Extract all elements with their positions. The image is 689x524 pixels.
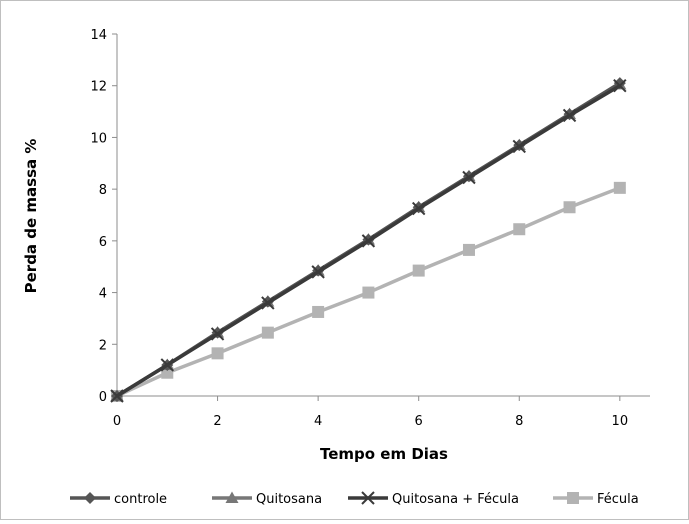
data-point: [613, 181, 626, 194]
data-point: [160, 358, 174, 372]
legend-entry: Quitosana: [212, 491, 322, 507]
legend-entry: Quitosana + Fécula: [348, 491, 519, 507]
y-tick-label: 14: [90, 28, 107, 43]
data-point: [411, 201, 426, 216]
data-point: [361, 234, 376, 248]
y-tick-label: 2: [99, 338, 107, 353]
data-point: [613, 79, 627, 93]
legend-entry: controle: [70, 492, 167, 507]
x-axis: 0 2 4 6 8 10: [113, 395, 650, 429]
data-point: [513, 223, 526, 236]
series-fecula: [111, 181, 626, 402]
legend: controle Quitosana Quitosana + Fécula Fécul…: [70, 491, 639, 507]
data-point: [311, 265, 325, 279]
x-tick-label: 8: [515, 414, 523, 429]
x-axis-title: Tempo em Dias: [320, 445, 448, 463]
x-tick-label: 2: [213, 414, 221, 429]
data-point: [462, 170, 476, 185]
legend-swatch-marker: [361, 491, 375, 505]
data-point: [110, 389, 124, 403]
data-point: [512, 139, 526, 154]
data-point: [210, 327, 225, 341]
data-point: [563, 201, 576, 214]
legend-entry: Fécula: [553, 492, 639, 507]
series-layer: [110, 77, 627, 403]
legend-label: Quitosana: [256, 492, 322, 507]
legend-swatch-marker: [225, 491, 239, 503]
legend-label: controle: [114, 492, 167, 507]
y-tick-label: 4: [99, 287, 107, 302]
legend-swatch-marker: [84, 492, 96, 504]
data-point: [261, 326, 274, 339]
data-point: [261, 296, 275, 310]
y-tick-label: 10: [90, 131, 107, 146]
y-tick-label: 8: [99, 183, 107, 198]
data-point: [562, 108, 577, 123]
data-point: [412, 264, 425, 277]
data-point: [362, 286, 375, 299]
legend-label: Fécula: [597, 492, 639, 507]
x-tick-label: 0: [113, 414, 121, 429]
data-point: [462, 243, 475, 256]
x-tick-label: 6: [415, 414, 423, 429]
data-point: [211, 347, 224, 360]
y-axis-title: Perda de massa %: [22, 139, 40, 294]
x-tick-label: 10: [612, 414, 629, 429]
legend-label: Quitosana + Fécula: [392, 492, 519, 507]
x-tick-label: 4: [314, 414, 322, 429]
series-quitosana-fecula: [110, 79, 627, 403]
legend-swatch-marker: [567, 492, 579, 504]
y-tick-label: 6: [99, 235, 107, 250]
y-tick-label: 12: [90, 80, 107, 95]
y-tick-label: 0: [99, 390, 107, 405]
data-point: [312, 305, 325, 318]
y-axis: 0 2 4 6 8 10 12 14: [90, 28, 118, 405]
